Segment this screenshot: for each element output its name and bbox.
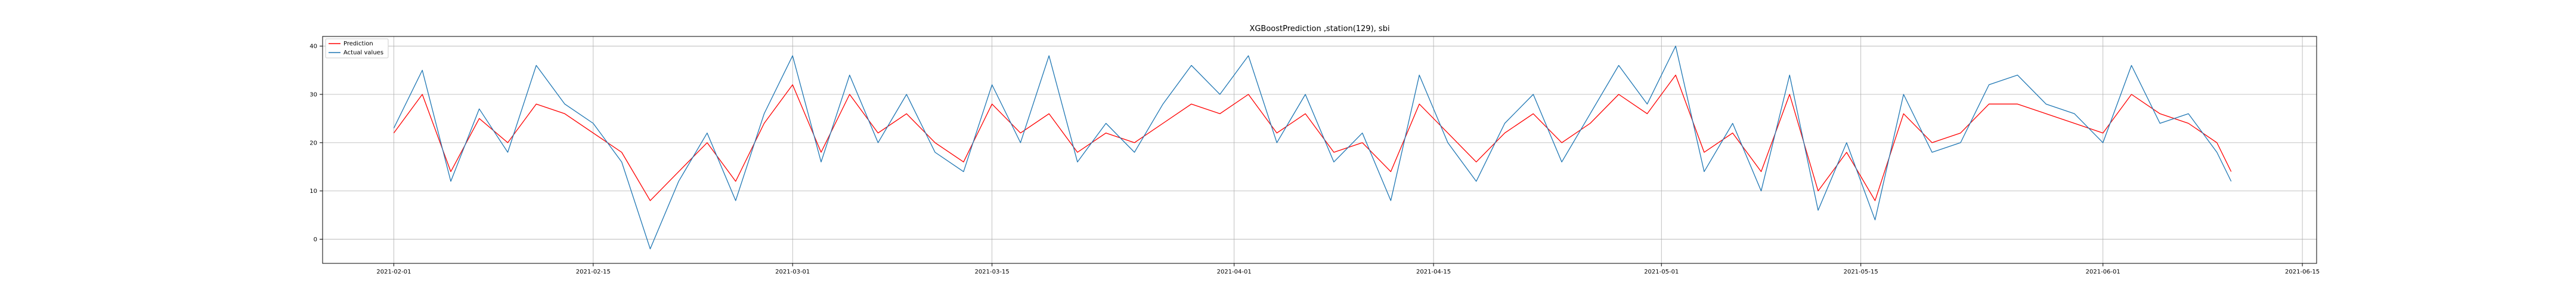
x-axis: 2021-02-01 2021-02-15 2021-03-01 2021-03-15… <box>376 263 2320 275</box>
x-tick-label: 2021-02-01 <box>376 269 411 275</box>
legend-box <box>325 38 389 59</box>
y-tick-label: 40 <box>309 44 317 50</box>
y-tick-label: 10 <box>309 188 317 195</box>
series-line-prediction <box>393 75 2232 201</box>
x-tick-label: 2021-06-15 <box>2285 269 2320 275</box>
x-tick-label: 2021-03-15 <box>975 269 1010 275</box>
x-tick-label: 2021-02-15 <box>576 269 611 275</box>
legend-label-prediction: Prediction <box>343 41 373 47</box>
y-axis: 0 10 20 30 40 <box>309 44 323 243</box>
x-tick-label: 2021-04-01 <box>1217 269 1252 275</box>
x-tick-label: 2021-03-01 <box>775 269 810 275</box>
plot-area-frame <box>322 36 2317 264</box>
grid-layer <box>323 36 2317 263</box>
series-line-actual-values <box>393 45 2232 250</box>
y-tick-label: 30 <box>309 92 317 99</box>
chart-title: XGBoostPrediction ,station(129), sbi <box>1249 24 1389 33</box>
legend-label-actual-values: Actual values <box>343 50 383 56</box>
x-tick-label: 2021-05-01 <box>1644 269 1679 275</box>
y-tick-label: 20 <box>309 140 317 146</box>
x-tick-label: 2021-06-01 <box>2086 269 2120 275</box>
x-tick-label: 2021-04-15 <box>1416 269 1451 275</box>
legend: Prediction Actual values <box>325 38 389 59</box>
x-tick-label: 2021-05-15 <box>1844 269 1878 275</box>
y-tick-label: 0 <box>314 236 317 243</box>
series-layer <box>393 45 2232 250</box>
